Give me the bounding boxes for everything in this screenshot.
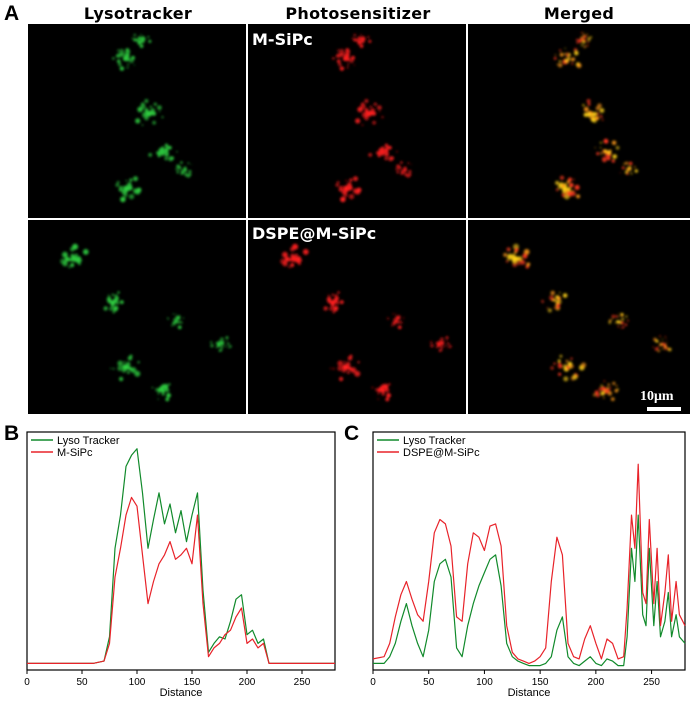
column-header-lysotracker: Lysotracker: [83, 4, 193, 23]
panel-label-b: B: [4, 422, 20, 445]
legend-label: DSPE@M-SiPc: [403, 447, 480, 459]
x-tick-label: 150: [184, 677, 201, 688]
chart-b: 0 50 100 150 200 250 Distance Lyso Tracker M-SiP…: [0, 428, 344, 710]
x-axis-title: Distance: [160, 687, 203, 699]
series-line-1: [372, 463, 686, 664]
micrograph-photo-row2: [248, 220, 466, 414]
x-tick-label: 0: [24, 677, 30, 688]
micrograph-image: [332, 33, 412, 203]
chart-c-svg: 0 50 100 150 200 250 Distance Lyso TrackerDSPE@…: [370, 431, 686, 699]
micrograph-lyso-row1: [28, 24, 246, 218]
x-tick-label: 150: [532, 677, 549, 688]
panel-label-a: A: [4, 2, 20, 25]
x-tick-label: 0: [370, 677, 376, 688]
x-tick-label: 50: [76, 677, 88, 688]
plot-frame: [372, 431, 686, 671]
micrograph-image: [112, 33, 192, 203]
legend-label: M-SiPc: [57, 447, 93, 459]
micrograph-merged-row1: [468, 24, 690, 218]
panel-label-c: C: [344, 422, 360, 445]
scale-bar-label: 10μm: [640, 389, 674, 404]
micrograph-image: [503, 243, 672, 401]
series-line-0: [27, 448, 335, 664]
x-tick-label: 50: [423, 677, 435, 688]
micrograph-lyso-row2: [28, 220, 246, 414]
series-line-0: [373, 514, 686, 667]
x-axis-title: Distance: [508, 687, 551, 699]
scale-bar: [647, 407, 681, 411]
x-tick-label: 250: [294, 677, 311, 688]
chart-c: 0 50 100 150 200 250 Distance Lyso Tracker DSPE@…: [346, 428, 692, 710]
series-line-1: [27, 496, 335, 664]
x-tick-label: 200: [239, 677, 256, 688]
micrograph-image: [280, 243, 452, 402]
row-label-dspe-m-sipc: DSPE@M-SiPc: [252, 224, 377, 243]
legend-label: Lyso Tracker: [57, 435, 120, 447]
plot-frame: [26, 431, 336, 671]
column-header-merged: Merged: [543, 4, 615, 23]
x-tick-label: 250: [643, 677, 660, 688]
legend-label: Lyso Tracker: [403, 435, 466, 447]
x-tick-label: 100: [129, 677, 146, 688]
micrograph-image: [553, 31, 638, 200]
chart-b-svg: 0 50 100 150 200 250 Distance Lyso TrackerM-SiP…: [24, 431, 336, 699]
micrograph-merged-row2: [468, 220, 690, 414]
micrograph-photo-row1: [248, 24, 466, 218]
x-tick-label: 100: [476, 677, 493, 688]
x-tick-label: 200: [588, 677, 605, 688]
micrograph-image: [60, 243, 232, 402]
column-header-photosensitizer: Photosensitizer: [285, 4, 431, 23]
row-label-m-sipc: M-SiPc: [252, 30, 313, 49]
